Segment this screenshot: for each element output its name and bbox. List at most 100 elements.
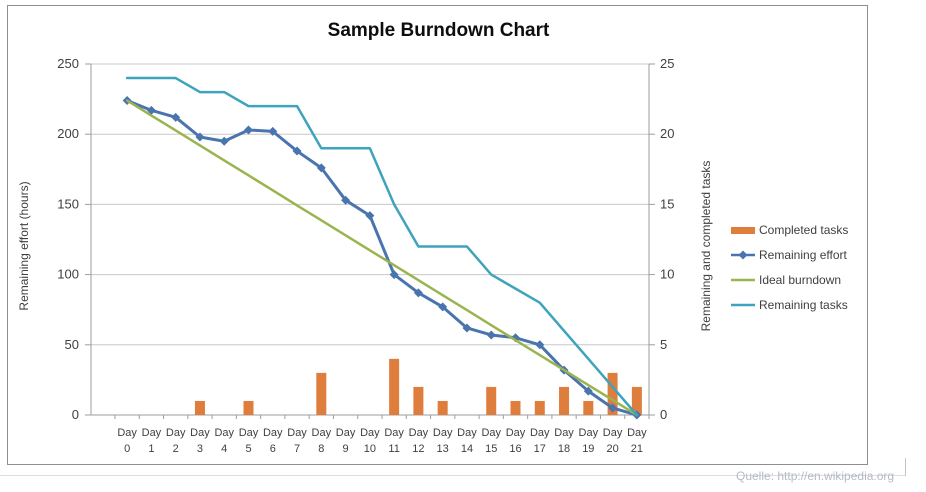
marker-day-13 [438,302,448,312]
right-axis-title: Remaining and completed tasks [699,160,713,332]
right-axis-tick-label: 5 [660,337,667,352]
x-axis-label-word: Day [530,427,550,439]
x-axis-label-number: 17 [534,443,546,455]
right-axis-tick-label: 20 [660,126,674,141]
x-axis-label-number: 18 [558,443,570,455]
marker-day-6 [268,126,278,136]
bar-day-19 [583,400,594,415]
marker-day-8 [316,163,326,173]
x-axis-label-word: Day [433,427,453,439]
x-axis-label-word: Day [409,427,429,439]
legend: Completed tasks Remaining effort Ideal bur… [731,217,871,317]
bar-day-3 [194,400,205,415]
legend-label: Remaining tasks [759,297,848,312]
bottom-rule-line [0,475,906,476]
bar-day-13 [437,400,448,415]
x-axis-label-number: 11 [388,443,399,455]
bar-day-12 [413,386,424,415]
left-axis-tick-label: 100 [57,267,79,282]
bar-day-11 [389,358,400,415]
marker-day-11 [389,270,399,280]
chart-title: Sample Burndown Chart [327,20,550,41]
x-axis-label-number: 21 [631,443,643,455]
marker-day-1 [146,105,156,115]
legend-item-completed-tasks: Completed tasks [731,217,871,242]
x-axis-label-number: 4 [221,443,227,455]
x-axis-label-number: 1 [148,443,154,455]
marker-day-20 [608,403,618,413]
left-axis-tick-label: 250 [57,56,79,71]
left-axis-tick-label: 200 [57,126,79,141]
right-axis-tick-label: 0 [660,407,667,422]
x-axis-label-word: Day [336,427,356,439]
x-axis-label-number: 0 [124,443,130,455]
marker-day-17 [535,340,545,350]
x-axis-label-word: Day [239,427,259,439]
bar-day-5 [243,400,254,415]
x-axis-label-number: 6 [270,443,276,455]
legend-item-remaining-effort: Remaining effort [731,242,871,267]
legend-label: Completed tasks [759,222,849,237]
x-axis-label-word: Day [457,427,477,439]
legend-swatch-line [731,303,755,306]
right-axis-tick-label: 15 [660,196,674,211]
marker-day-9 [341,195,351,205]
left-axis-tick-label: 0 [72,407,79,422]
left-axis-tick-label: 50 [65,337,79,352]
marker-day-14 [462,323,472,333]
x-axis-label-word: Day [481,427,501,439]
legend-label: Ideal burndown [759,272,842,287]
bar-day-16 [510,400,521,415]
marker-day-10 [365,211,375,221]
left-axis-tick-label: 150 [57,196,79,211]
x-axis-label-word: Day [263,427,283,439]
legend-swatch-line [731,278,755,281]
frame-edge-line [905,458,906,476]
series-line-remaining-effort [125,99,639,417]
left-axis-title: Remaining effort (hours) [17,181,31,311]
marker-day-7 [292,146,302,156]
source-attribution: Quelle: http://en.wikipedia.org [736,469,895,483]
bar-day-8 [316,372,327,415]
x-axis-label-word: Day [214,427,234,439]
series-line-remaining-tasks [125,76,639,417]
x-axis-label-word: Day [312,427,332,439]
x-axis-label-word: Day [506,427,526,439]
legend-item-ideal-burndown: Ideal burndown [731,267,871,292]
bar-day-18 [559,386,570,415]
x-axis-label-word: Day [142,427,162,439]
right-axis-tick-label: 25 [660,56,674,71]
x-axis-label-number: 12 [412,443,424,455]
x-axis-label-word: Day [554,427,574,439]
x-axis-label-number: 8 [318,443,324,455]
legend-swatch-bar [731,226,755,234]
marker-day-4 [219,136,229,146]
x-axis-label-number: 5 [245,443,251,455]
x-axis-label-word: Day [579,427,599,439]
marker-day-12 [413,288,423,298]
bar-day-20 [607,372,618,415]
x-axis-label-number: 2 [173,443,179,455]
x-axis-label-word: Day [627,427,647,439]
x-axis-label-number: 7 [294,443,300,455]
x-axis-label-number: 10 [364,443,376,455]
bar-day-21 [631,386,642,415]
x-axis-label-word: Day [287,427,307,439]
x-axis-label-number: 15 [485,443,497,455]
x-axis-label-word: Day [603,427,623,439]
x-axis-label-word: Day [384,427,404,439]
x-axis-label-number: 3 [197,443,203,455]
bar-day-15 [486,386,497,415]
x-axis-label-number: 20 [606,443,618,455]
x-axis-label-number: 16 [509,443,521,455]
x-axis-label-word: Day [360,427,380,439]
series-line-ideal-burndown [125,99,639,417]
marker-day-2 [171,112,181,122]
right-axis-tick-label: 10 [660,267,674,282]
legend-swatch-line-diamond [731,250,755,259]
chart-frame: Sample Burndown Chart 0 50 100 150 200 250 0 5 1… [7,5,868,465]
bar-day-17 [534,400,545,415]
x-axis-label-word: Day [166,427,186,439]
marker-day-3 [195,132,205,142]
